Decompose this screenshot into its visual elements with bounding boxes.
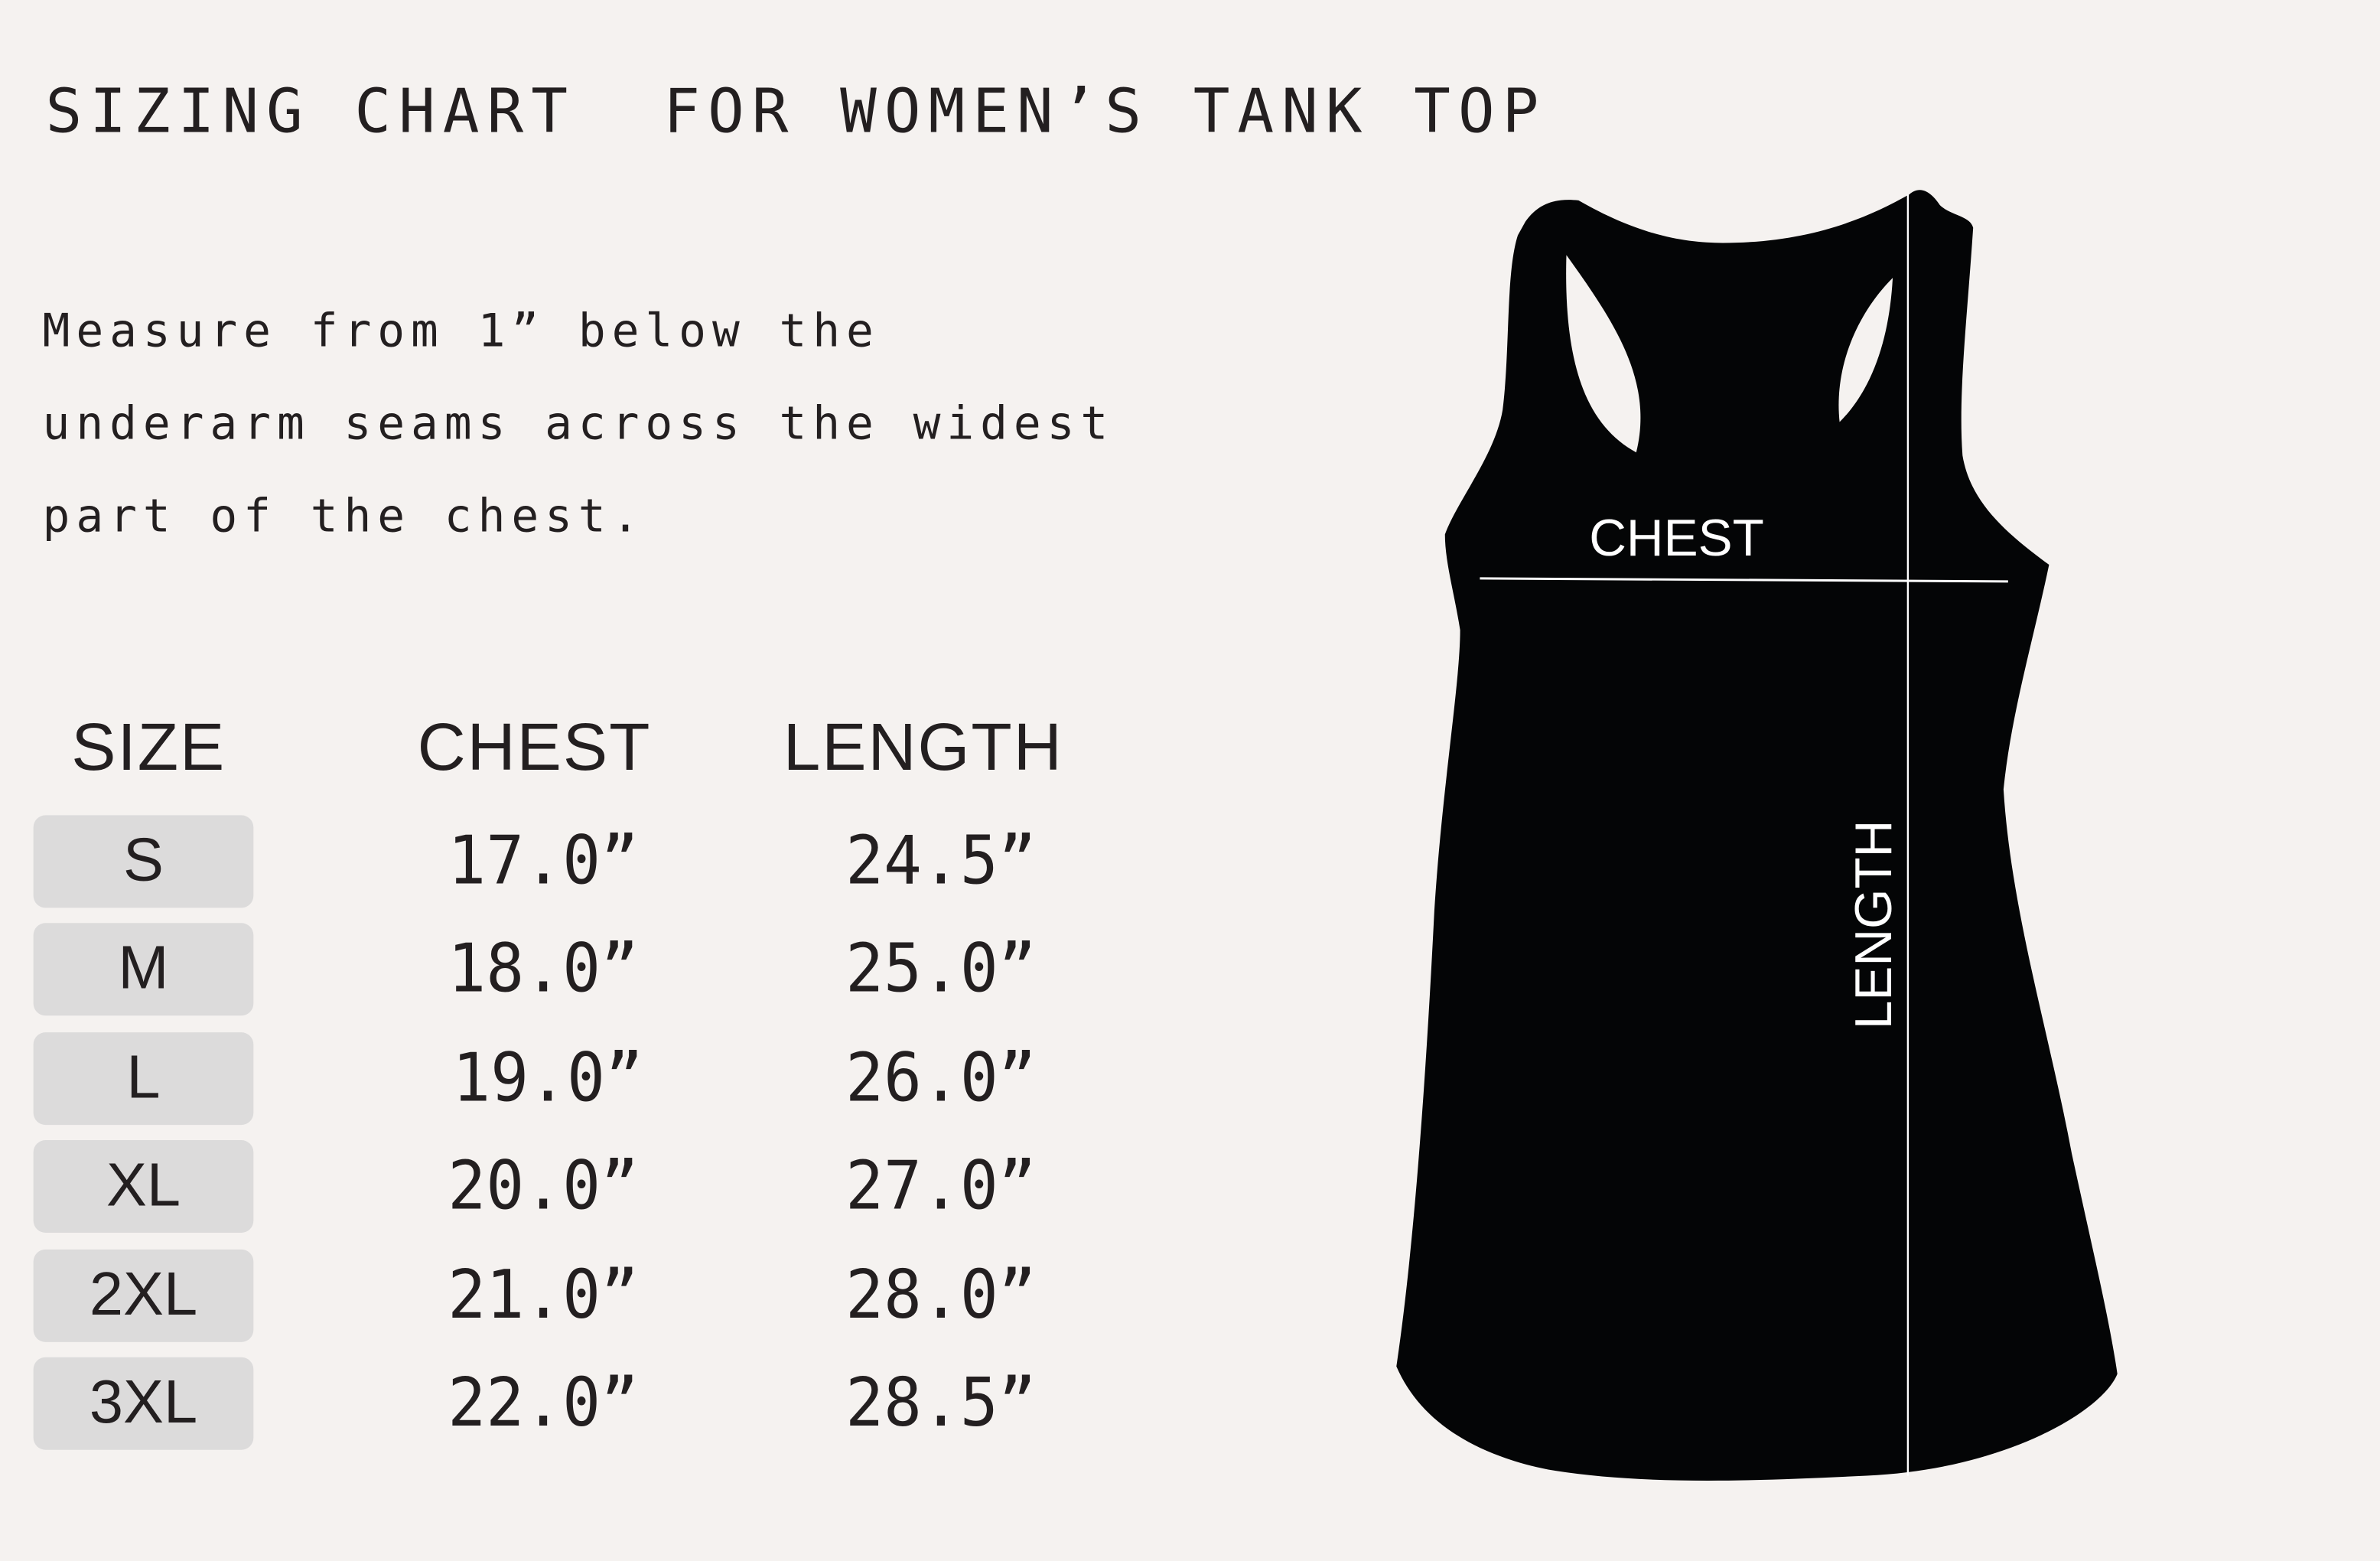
chest-measure-line <box>1480 577 2008 583</box>
instruction-line: underarm seams across the widest <box>42 397 1115 451</box>
size-label: 2XL <box>89 1261 198 1328</box>
measure-instructions: Measure from 1” below the underarm seams… <box>43 285 1115 563</box>
table-row: L 19.0” 26.0” <box>0 1032 1214 1126</box>
length-value: 28.5” <box>845 1364 1037 1442</box>
size-badge: 3XL <box>33 1357 254 1450</box>
table-row: M 18.0” 25.0” <box>0 923 1214 1016</box>
header-size: SIZE <box>71 710 226 785</box>
tank-top-silhouette <box>1396 190 2118 1481</box>
chest-label: CHEST <box>1589 510 1764 567</box>
length-value: 26.0” <box>845 1040 1037 1118</box>
chest-value: 22.0” <box>448 1364 639 1442</box>
right-armhole-cutout <box>1838 278 1893 422</box>
instruction-line: Measure from 1” below the <box>42 305 880 359</box>
chest-value: 17.0” <box>448 823 639 901</box>
size-label: L <box>126 1044 161 1112</box>
instruction-line: part of the chest. <box>42 490 646 544</box>
table-row: 3XL 22.0” 28.5” <box>0 1357 1214 1450</box>
size-badge: S <box>33 815 254 908</box>
header-length: LENGTH <box>783 710 1063 785</box>
size-badge: M <box>33 923 254 1016</box>
length-value: 25.0” <box>845 930 1037 1009</box>
size-label: XL <box>106 1152 181 1220</box>
table-row: 2XL 21.0” 28.0” <box>0 1249 1214 1342</box>
chest-value: 21.0” <box>448 1256 639 1335</box>
size-badge: L <box>33 1032 254 1126</box>
chest-value: 18.0” <box>448 930 639 1009</box>
length-label: LENGTH <box>1845 820 1903 1030</box>
size-label: S <box>123 827 164 895</box>
size-badge: 2XL <box>33 1249 254 1342</box>
length-value: 28.0” <box>845 1256 1037 1335</box>
header-chest: CHEST <box>417 710 652 785</box>
size-label: 3XL <box>89 1369 198 1436</box>
chest-value: 19.0” <box>452 1040 643 1118</box>
left-armhole-cutout <box>1566 255 1641 453</box>
length-value: 24.5” <box>845 823 1037 901</box>
length-value: 27.0” <box>845 1147 1037 1226</box>
size-label: M <box>118 935 169 1002</box>
size-badge: XL <box>33 1139 254 1233</box>
chest-value: 20.0” <box>448 1147 639 1226</box>
table-row: S 17.0” 24.5” <box>0 815 1214 908</box>
page-title: SIZING CHART FOR WOMEN’S TANK TOP <box>45 77 1547 148</box>
table-row: XL 20.0” 27.0” <box>0 1139 1214 1233</box>
